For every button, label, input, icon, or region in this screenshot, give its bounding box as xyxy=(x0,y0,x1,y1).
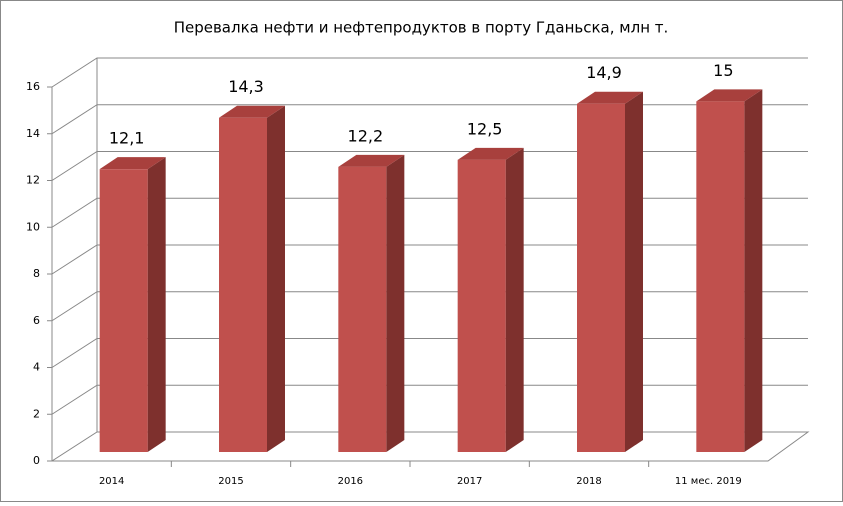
grid-line xyxy=(51,384,808,415)
x-tick-label: 2016 xyxy=(338,476,363,487)
y-tick-label: 12 xyxy=(26,174,40,187)
y-tick-label: 16 xyxy=(26,80,40,93)
bar-side xyxy=(147,157,166,452)
bar-top xyxy=(696,89,763,102)
y-tick-label: 14 xyxy=(26,127,40,140)
bar-top xyxy=(99,157,166,170)
chart-title: Перевалка нефти и нефтепродуктов в порту… xyxy=(174,19,669,37)
bar xyxy=(219,117,267,453)
value-label: 12,2 xyxy=(348,126,384,145)
y-tick-label: 6 xyxy=(33,314,40,327)
y-tick-label: 0 xyxy=(33,454,40,467)
value-label: 12,5 xyxy=(467,119,503,138)
y-tick-label: 2 xyxy=(33,407,40,420)
bar xyxy=(577,103,625,453)
x-tick-label: 2014 xyxy=(99,476,124,487)
bar-top xyxy=(219,105,285,118)
y-tick-label: 10 xyxy=(26,220,40,233)
grid-line xyxy=(51,197,808,228)
grid-line xyxy=(51,338,808,368)
bar xyxy=(457,159,506,452)
y-tick-label: 8 xyxy=(33,267,40,280)
grid-line xyxy=(51,57,808,88)
grid-line xyxy=(51,244,808,275)
bar-side xyxy=(386,154,405,452)
bar-top xyxy=(577,91,643,104)
value-label: 14,9 xyxy=(586,63,622,82)
grid-line xyxy=(51,291,808,322)
grid-line xyxy=(51,151,808,181)
value-label: 15 xyxy=(713,61,733,80)
x-tick-label: 2018 xyxy=(576,476,601,487)
x-tick-label: 11 мес. 2019 xyxy=(675,476,742,487)
bar xyxy=(338,166,387,452)
bar-top xyxy=(338,154,405,167)
bar-top xyxy=(457,147,524,160)
y-tick-label: 4 xyxy=(33,361,40,374)
value-label: 14,3 xyxy=(228,77,264,96)
bar-side xyxy=(625,91,643,453)
bar-side xyxy=(267,105,285,453)
bar xyxy=(696,101,745,452)
grid-line xyxy=(51,104,808,135)
x-tick-label: 2017 xyxy=(457,476,482,487)
bar xyxy=(99,169,148,452)
value-label: 12,1 xyxy=(109,129,145,148)
x-tick-label: 2015 xyxy=(218,476,243,487)
bar-side xyxy=(744,89,763,452)
bar-side xyxy=(505,147,524,452)
